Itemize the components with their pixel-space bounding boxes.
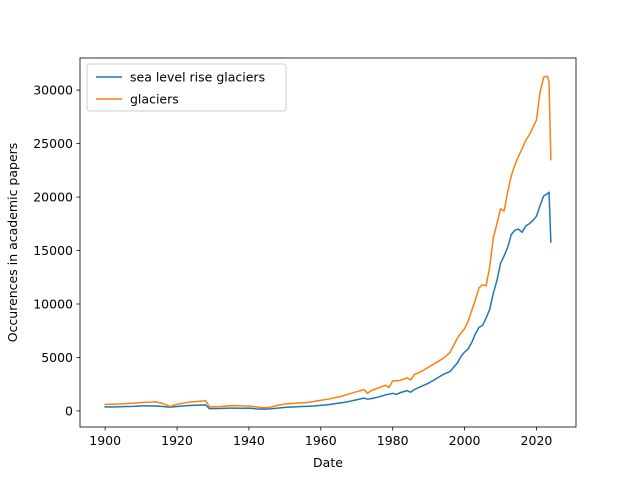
legend-box (86, 63, 287, 112)
series-line-1 (104, 191, 552, 410)
x-axis-label: Date (313, 455, 343, 470)
x-axis: 1900 1920 1940 1960 1980 2000 2020 (89, 427, 552, 448)
y-tick-label: 10000 (33, 297, 73, 312)
y-axis-label: Occurences in academic papers (5, 143, 20, 343)
y-axis: 0 5000 10000 15000 20000 25000 30000 (33, 83, 80, 418)
x-tick-label: 1920 (161, 433, 193, 448)
y-tick-label: 30000 (33, 83, 73, 98)
y-tick-label: 20000 (33, 190, 73, 205)
x-tick-label: 2000 (449, 433, 481, 448)
y-tick-label: 25000 (33, 136, 73, 151)
x-tick-label: 2020 (521, 433, 553, 448)
legend-label-1: sea level rise glaciers (130, 70, 265, 85)
series-line-2 (104, 75, 552, 409)
x-tick-label: 1960 (305, 433, 337, 448)
legend: sea level rise glaciers glaciers (86, 63, 287, 112)
y-tick-label: 15000 (33, 243, 73, 258)
plot-area (104, 75, 552, 410)
x-tick-label: 1900 (89, 433, 121, 448)
x-tick-label: 1940 (233, 433, 265, 448)
legend-label-2: glaciers (130, 92, 179, 107)
axes-frame (79, 57, 577, 428)
y-tick-label: 0 (65, 403, 73, 418)
x-tick-label: 1980 (377, 433, 409, 448)
y-tick-label: 5000 (41, 350, 73, 365)
